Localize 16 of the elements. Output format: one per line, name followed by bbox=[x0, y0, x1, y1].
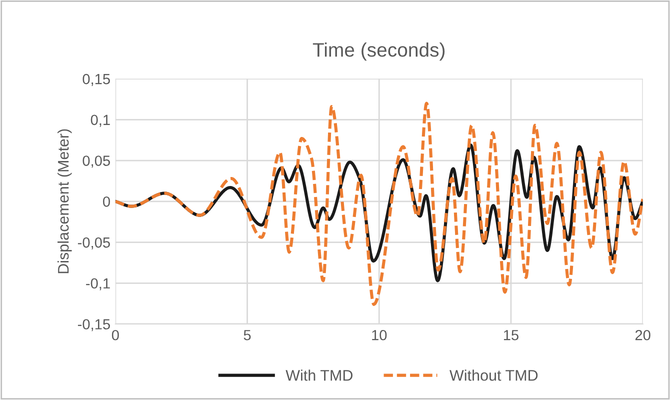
chart-title: Time (seconds) bbox=[312, 42, 445, 61]
y-tick-label: -0,05 bbox=[78, 237, 110, 250]
y-tick-label: -0,15 bbox=[78, 319, 110, 332]
x-tick-label: 10 bbox=[372, 330, 387, 340]
y-tick-label: 0,1 bbox=[90, 114, 110, 127]
x-tick-label: 5 bbox=[244, 330, 251, 340]
legend-label: Without TMD bbox=[450, 370, 538, 381]
y-tick-label: 0,05 bbox=[82, 156, 110, 168]
x-tick-label: 0 bbox=[112, 330, 119, 340]
x-tick-label: 20 bbox=[635, 330, 650, 340]
y-tick-label: 0,15 bbox=[82, 74, 110, 86]
legend-label: With TMD bbox=[286, 370, 352, 381]
x-tick-label: 15 bbox=[504, 330, 518, 340]
y-tick-label: -0,1 bbox=[86, 278, 110, 290]
y-tick-label: 0 bbox=[103, 196, 110, 207]
y-axis-title: Displacement (Meter) bbox=[58, 129, 72, 274]
